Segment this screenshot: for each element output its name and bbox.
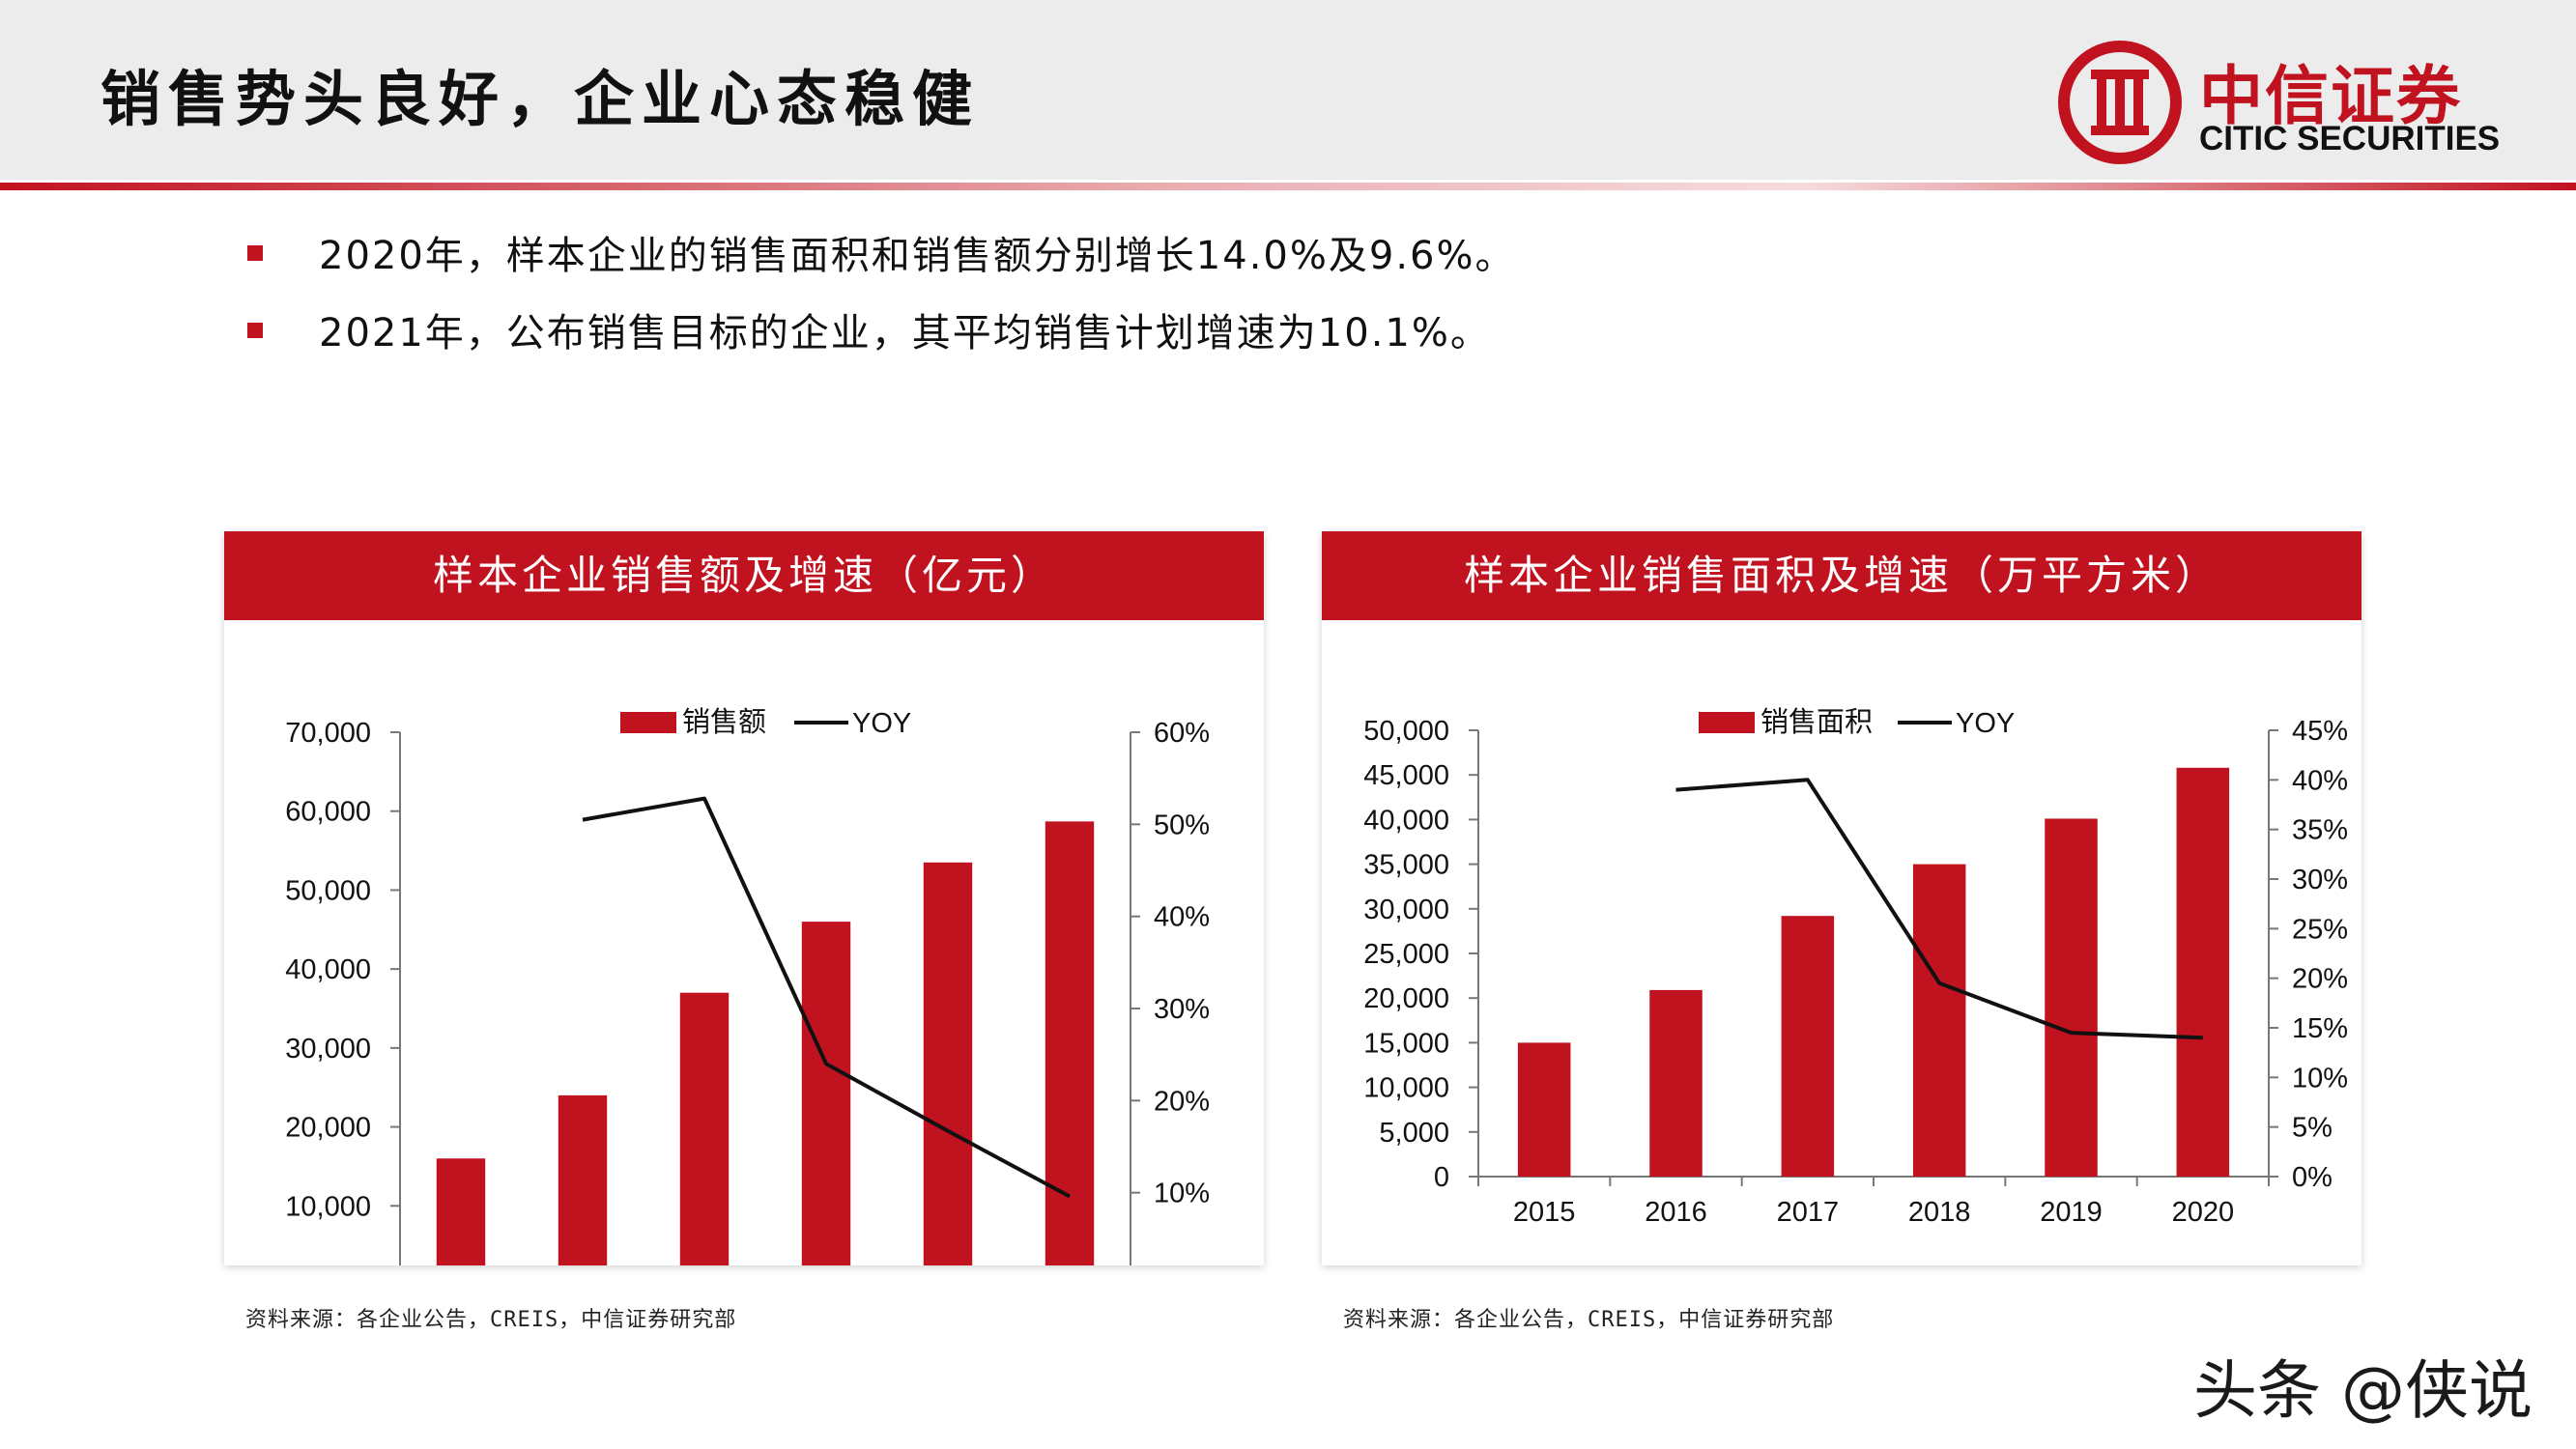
yoy-series-line	[1675, 778, 2203, 1040]
watermark: 头条 @侠说	[2193, 1353, 2533, 1428]
page-title: 销售势头良好，企业心态稳健	[100, 64, 981, 134]
bullet-square-icon	[247, 245, 263, 261]
legend-label-line: YOY	[1956, 708, 2015, 739]
y-tick-label: 20,000	[1363, 983, 1449, 1014]
y2-tick-label: 0%	[2292, 1162, 2333, 1193]
x-tick-label: 2020	[2172, 1197, 2235, 1228]
bar	[558, 1094, 608, 1265]
y-tick-label: 30,000	[285, 1034, 371, 1065]
y-tick-label: 60,000	[285, 797, 371, 828]
x-tick-label: 2017	[1777, 1197, 1840, 1228]
y-tick-label: 10,000	[1363, 1073, 1449, 1104]
x-tick-label: 2015	[1513, 1197, 1576, 1228]
y-tick-label: 50,000	[1363, 716, 1449, 747]
y2-tick-label: 40%	[1154, 902, 1210, 933]
bar	[801, 922, 851, 1265]
chart-source-note: 资料来源：各企业公告，CREIS，中信证券研究部	[1343, 1308, 1835, 1332]
y2-tick-label: 15%	[2292, 1013, 2348, 1044]
y-tick-label: 70,000	[285, 718, 371, 749]
chart-panel-sales-amount: 样本企业销售额及增速（亿元） 销售额YOY010,00020,00030,000…	[224, 531, 1264, 1265]
bullet-square-icon	[247, 323, 263, 338]
bar	[679, 992, 730, 1265]
y-tick-label: 15,000	[1363, 1028, 1449, 1059]
bar	[923, 862, 973, 1265]
legend-swatch-bar	[620, 712, 676, 733]
y-tick-label: 5,000	[1379, 1118, 1449, 1149]
x-tick-label: 2016	[1645, 1197, 1707, 1228]
bar	[436, 1158, 486, 1265]
y2-tick-label: 20%	[1154, 1086, 1210, 1117]
citic-logo: 中信证券 CITIC SECURITIES	[2058, 41, 2503, 166]
x-tick-label: 2018	[1908, 1197, 1971, 1228]
legend-label-bar: 销售额	[682, 706, 766, 738]
bar	[1517, 1042, 1571, 1177]
chart-title: 样本企业销售面积及增速（万平方米）	[1322, 531, 2361, 620]
y2-tick-label: 45%	[2292, 716, 2348, 747]
chart-source-note: 资料来源：各企业公告，CREIS，中信证券研究部	[245, 1308, 737, 1332]
x-tick-label: 2019	[2040, 1197, 2103, 1228]
citic-emblem-icon	[2058, 41, 2182, 164]
y2-tick-label: 5%	[2292, 1113, 2333, 1144]
chart-legend: 销售额 YOY	[620, 706, 911, 739]
bullet-text: 2021年，公布销售目标的企业，其平均销售计划增速为10.1%。	[319, 311, 1491, 355]
chart-panel-sales-area: 样本企业销售面积及增速（万平方米） 销售面积 YOY 0 5,000 10,000 15,…	[1322, 531, 2361, 1265]
legend-label-line: YOY	[852, 708, 911, 739]
bar	[2176, 767, 2230, 1177]
bullet-text: 2020年，样本企业的销售面积和销售额分别增长14.0%及9.6%。	[319, 234, 1516, 278]
y-tick-label: 50,000	[285, 875, 371, 906]
y2-tick-label: 10%	[2292, 1063, 2348, 1094]
yoy-series-line	[582, 796, 1071, 1199]
y-tick-label: 0	[1434, 1162, 1449, 1193]
chart-title: 样本企业销售额及增速（亿元）	[224, 531, 1264, 620]
bar	[1045, 821, 1095, 1265]
sales-area-chart: 销售面积 YOY 0 5,000 10,000 15,000 20,000 25,000 30,…	[1363, 706, 2348, 1228]
y-tick-label: 10,000	[285, 1191, 371, 1222]
bar	[1649, 989, 1703, 1177]
y-tick-label: 45,000	[1363, 760, 1449, 791]
y2-tick-label: 30%	[1154, 994, 1210, 1025]
bar	[2045, 818, 2098, 1177]
y2-tick-label: 20%	[2292, 964, 2348, 995]
logo-chinese: 中信证券	[2199, 58, 2462, 133]
y2-tick-label: 40%	[2292, 765, 2348, 796]
y-tick-label: 40,000	[285, 954, 371, 985]
y-tick-label: 35,000	[1363, 850, 1449, 881]
y2-tick-label: 30%	[2292, 865, 2348, 895]
y-tick-label: 25,000	[1363, 939, 1449, 970]
logo-english: CITIC SECURITIES	[2199, 120, 2501, 157]
y2-tick-label: 60%	[1154, 718, 1210, 749]
bar	[1912, 864, 1966, 1177]
bar	[1781, 916, 1835, 1177]
chart-legend: 销售面积 YOY	[1699, 706, 2015, 739]
sales-amount-chart: 销售额YOY010,00020,00030,00040,00050,00060,…	[285, 706, 1210, 1265]
y2-tick-label: 35%	[2292, 815, 2348, 846]
legend-label-bar: 销售面积	[1760, 706, 1873, 738]
y2-tick-label: 25%	[2292, 914, 2348, 945]
y2-tick-label: 10%	[1154, 1179, 1210, 1209]
y2-tick-label: 50%	[1154, 810, 1210, 840]
y-tick-label: 30,000	[1363, 895, 1449, 925]
y-tick-label: 40,000	[1363, 805, 1449, 836]
header-rule	[0, 183, 2576, 190]
y-tick-label: 20,000	[285, 1113, 371, 1144]
legend-swatch-bar	[1699, 712, 1755, 733]
